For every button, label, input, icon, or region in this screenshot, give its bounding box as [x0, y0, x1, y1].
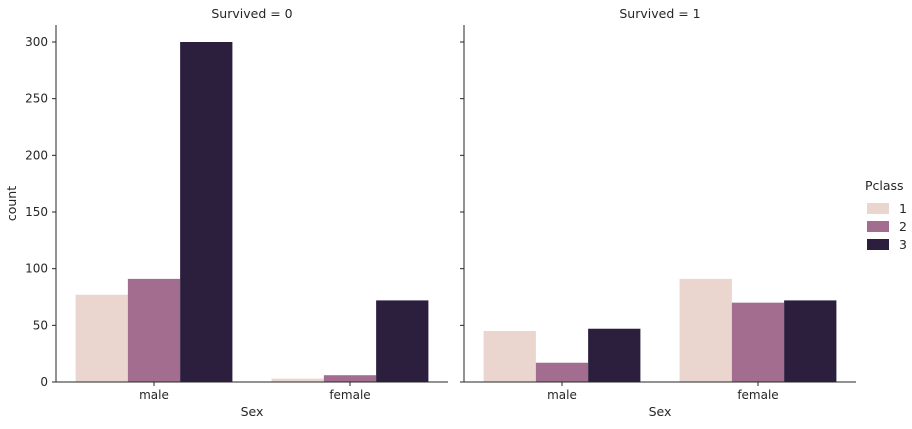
bar: [75, 294, 128, 382]
panel-2: Survived = 1 male female Sex: [460, 6, 856, 419]
legend-swatch: [867, 203, 889, 214]
y-tick-label: 100: [25, 262, 48, 276]
y-tick-label: 0: [40, 375, 48, 389]
y-tick-label: 50: [33, 318, 48, 332]
bar: [323, 375, 377, 382]
x-tick-label: male: [547, 388, 577, 402]
legend-label: 2: [899, 219, 907, 234]
legend-label: 1: [899, 201, 907, 216]
x-tick-label: female: [329, 388, 370, 402]
y-axis-title: count: [4, 186, 19, 221]
y-tick-label: 250: [25, 92, 48, 106]
bar: [535, 362, 589, 382]
legend-swatch: [867, 221, 889, 232]
x-axis-title: Sex: [649, 404, 672, 419]
x-tick-label: female: [737, 388, 778, 402]
panel-1: Survived = 0 male female 0 50 100 150 200 250 300…: [25, 6, 448, 419]
bar: [588, 328, 641, 382]
panel-title: Survived = 1: [619, 6, 700, 21]
bar: [784, 300, 837, 382]
bar: [483, 331, 536, 382]
bar: [731, 302, 785, 382]
legend: Pclass 1 2 3: [865, 178, 907, 252]
bar: [180, 42, 233, 382]
bar: [271, 378, 324, 382]
y-tick-label: 150: [25, 205, 48, 219]
bar: [679, 278, 732, 382]
panel-title: Survived = 0: [211, 6, 292, 21]
bar: [376, 300, 429, 382]
legend-title: Pclass: [865, 178, 904, 193]
y-tick-label: 200: [25, 148, 48, 162]
x-tick-label: male: [139, 388, 169, 402]
bar: [127, 278, 181, 382]
legend-label: 3: [899, 237, 907, 252]
legend-swatch: [867, 239, 889, 250]
y-tick-label: 300: [25, 35, 48, 49]
x-axis-title: Sex: [241, 404, 264, 419]
